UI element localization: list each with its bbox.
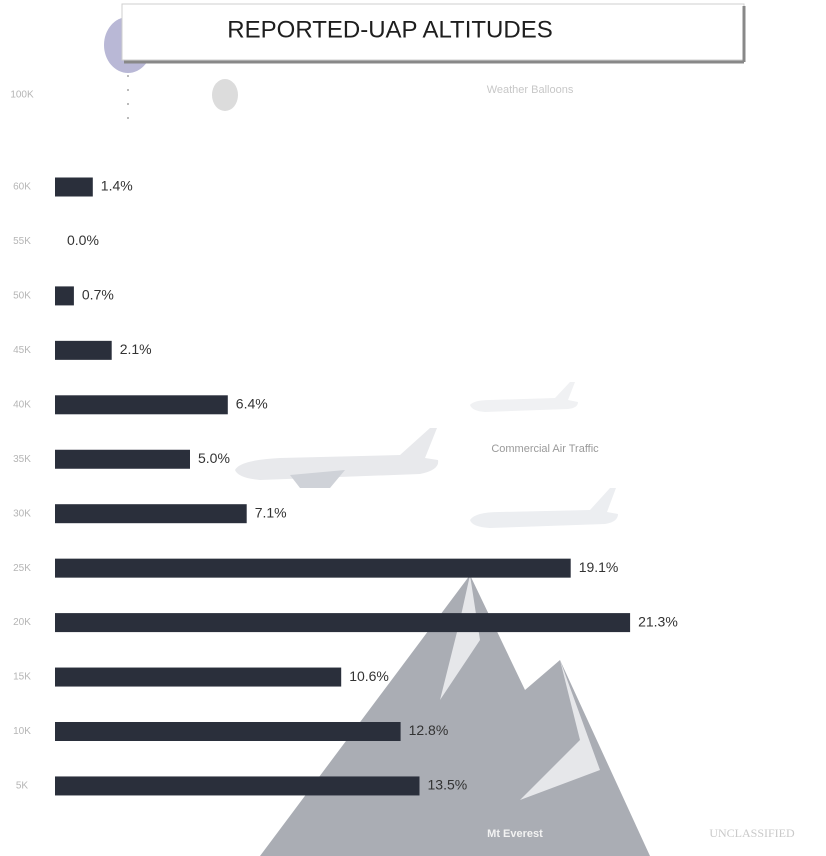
mountain-snow bbox=[440, 575, 480, 700]
balloon bbox=[212, 79, 238, 111]
value-label: 12.8% bbox=[409, 722, 449, 738]
bar bbox=[55, 340, 112, 360]
annotation: UNCLASSIFIED bbox=[709, 826, 795, 840]
value-label: 1.4% bbox=[101, 178, 133, 194]
value-label: 0.7% bbox=[82, 287, 114, 303]
bar bbox=[55, 667, 342, 687]
y-tick-label: 45K bbox=[13, 345, 31, 356]
chart-title: REPORTED-UAP ALTITUDES bbox=[227, 16, 552, 43]
title-box bbox=[121, 3, 745, 61]
value-label: 0.0% bbox=[67, 232, 99, 248]
y-tick-label: 55K bbox=[13, 236, 31, 247]
bar bbox=[55, 722, 401, 741]
value-label: 21.3% bbox=[638, 613, 678, 629]
y-tick-label: 60K bbox=[13, 182, 31, 193]
airplane bbox=[235, 428, 439, 488]
y-tick-label: 35K bbox=[13, 454, 31, 465]
annotation: Mt Everest bbox=[487, 828, 543, 840]
airplane bbox=[470, 382, 578, 412]
bar bbox=[55, 558, 571, 578]
y-tick-label: 100K bbox=[10, 90, 34, 101]
y-tick-label: 10K bbox=[13, 726, 31, 737]
value-label: 6.4% bbox=[236, 396, 268, 412]
annotation: Weather Balloons bbox=[487, 84, 574, 96]
value-label: 10.6% bbox=[349, 668, 389, 684]
bar bbox=[55, 776, 420, 796]
bar bbox=[55, 449, 190, 469]
y-tick-label: 20K bbox=[13, 617, 31, 628]
value-label: 7.1% bbox=[255, 504, 287, 520]
bar bbox=[55, 286, 74, 306]
bar bbox=[55, 395, 228, 415]
mountain-snow bbox=[520, 660, 600, 800]
y-tick-label: 5K bbox=[16, 781, 29, 792]
y-tick-label: 40K bbox=[13, 399, 31, 410]
value-label: 5.0% bbox=[198, 450, 230, 466]
value-label: 2.1% bbox=[120, 341, 152, 357]
value-label: 19.1% bbox=[579, 559, 619, 575]
y-tick-label: 50K bbox=[13, 291, 31, 302]
value-label: 13.5% bbox=[428, 777, 468, 793]
airplane bbox=[470, 488, 618, 528]
bar bbox=[55, 504, 247, 524]
annotation: Commercial Air Traffic bbox=[491, 443, 599, 455]
y-tick-label: 25K bbox=[13, 563, 31, 574]
bar bbox=[55, 177, 93, 197]
y-tick-label: 15K bbox=[13, 672, 31, 683]
y-tick-label: 30K bbox=[13, 508, 31, 519]
bar bbox=[55, 613, 631, 633]
